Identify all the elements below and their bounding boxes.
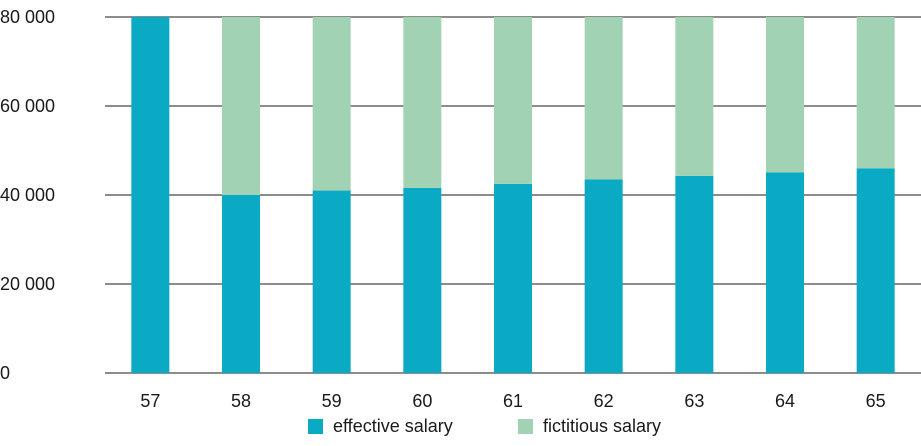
y-axis-tick-labels: 0 20 000 40 000 60 000 80 000	[0, 7, 55, 383]
bar-effective-salary	[675, 175, 714, 373]
x-tick-label: 64	[775, 391, 795, 411]
x-axis-tick-labels: 57 58 59 60 61 62 63 64 65	[140, 391, 885, 411]
x-tick-label: 60	[412, 391, 432, 411]
y-tick-label: 60 000	[0, 96, 55, 116]
bar-fictitious-salary	[675, 17, 714, 176]
legend: effective salary fictitious salary	[308, 416, 661, 436]
y-tick-label: 20 000	[0, 274, 55, 294]
x-tick-label: 62	[594, 391, 614, 411]
x-tick-label: 58	[231, 391, 251, 411]
y-tick-label: 0	[0, 363, 10, 383]
bar-fictitious-salary	[856, 17, 895, 169]
bars	[131, 17, 895, 373]
bar-effective-salary	[494, 183, 532, 373]
bar-fictitious-salary	[312, 17, 351, 191]
x-tick-label: 59	[322, 391, 342, 411]
y-tick-label: 80 000	[0, 7, 55, 27]
bar-fictitious-salary	[766, 17, 804, 173]
bar-effective-salary	[403, 187, 442, 373]
x-tick-label: 61	[503, 391, 523, 411]
legend-swatch-fictitious-salary	[518, 419, 533, 434]
bar-effective-salary	[584, 179, 623, 373]
y-tick-label: 40 000	[0, 185, 55, 205]
bar-fictitious-salary	[584, 17, 623, 180]
bar-effective-salary	[312, 190, 351, 373]
legend-label-effective-salary: effective salary	[333, 416, 453, 436]
x-tick-label: 63	[684, 391, 704, 411]
bar-fictitious-salary	[403, 17, 442, 188]
bar-effective-salary	[766, 172, 804, 373]
bar-effective-salary	[222, 195, 260, 373]
bar-fictitious-salary	[222, 17, 260, 195]
bar-effective-salary	[131, 17, 170, 373]
bar-fictitious-salary	[494, 17, 532, 184]
x-tick-label: 65	[866, 391, 886, 411]
legend-label-fictitious-salary: fictitious salary	[543, 416, 661, 436]
bar-effective-salary	[856, 168, 895, 373]
legend-swatch-effective-salary	[308, 419, 323, 434]
x-tick-label: 57	[140, 391, 160, 411]
